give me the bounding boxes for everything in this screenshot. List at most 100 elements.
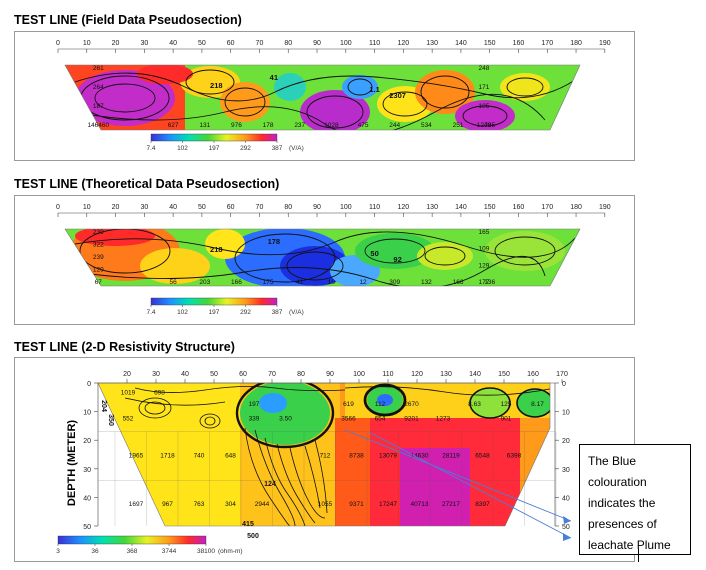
color-scale-unit: (V/A) [289, 145, 304, 152]
x-tick-label: 190 [599, 40, 611, 47]
cell-value-label: 648 [225, 453, 236, 460]
cell-value-label: 1019 [121, 390, 136, 397]
cell-value-label: 712 [320, 453, 331, 460]
bottom-value-label: 244 [389, 122, 400, 129]
x-tick-label: 100 [340, 40, 352, 47]
theoretical-pseudosection-chart: 0 10 20 30 40 50 60 70 80 90 100 110 120 130 140 150 160… [56, 204, 611, 316]
cell-value-label: 552 [123, 415, 134, 422]
chart-title-theoretical: TEST LINE (Theoretical Data Pseudosectio… [14, 177, 280, 191]
bottom-value-label: 166 [453, 279, 464, 286]
color-scale-tick: 197 [209, 145, 220, 152]
x-tick-label: 50 [198, 40, 206, 47]
contour-label: 124 [264, 481, 276, 488]
x-tick-label: 60 [227, 204, 235, 211]
color-scale-tick: 292 [240, 145, 251, 152]
edge-value-label: 239 [93, 229, 104, 236]
contour-label: 218 [210, 81, 223, 90]
color-scale-bar [57, 535, 207, 545]
x-tick-label: 40 [169, 40, 177, 47]
x-tick-label: 120 [398, 204, 410, 211]
cell-value-label: 1965 [129, 453, 144, 460]
y-tick-label-right: 50 [562, 524, 570, 531]
y-tick-label-right: 30 [562, 467, 570, 474]
edge-value-label: 261 [93, 65, 104, 72]
y-tick-label: 20 [83, 438, 91, 445]
x-tick-label: 110 [382, 371, 393, 378]
annotation-arrow-1 [344, 429, 572, 522]
cell-value-label: 8.17 [531, 401, 544, 408]
bottom-value-label: 627 [168, 122, 179, 129]
cell-value-label: 8738 [349, 453, 364, 460]
x-tick-label: 70 [268, 371, 276, 378]
chart-title-structure: TEST LINE (2-D Resistivity Structure) [14, 340, 235, 354]
cell-value-label: 339 [249, 415, 260, 422]
cell-value-label: 2670 [404, 401, 419, 408]
y-tick-label: 10 [83, 410, 91, 417]
edge-value-label: 129 [93, 267, 104, 274]
edge-value-label: 67 [95, 279, 103, 286]
bottom-value-label: 56 [170, 279, 178, 286]
bottom-value-label: 10 [328, 279, 336, 286]
x-tick-label: 40 [169, 204, 177, 211]
bottom-value-label: 534 [421, 122, 432, 129]
bottom-value-label: 309 [389, 279, 400, 286]
contour-label: 415 [242, 521, 254, 528]
x-tick-label: 180 [570, 204, 582, 211]
cell-value-label: 14630 [410, 453, 428, 460]
cell-value-label: 698 [154, 390, 165, 397]
cell-value-label: 8397 [475, 501, 490, 508]
color-scale-bar [150, 133, 278, 142]
cell-value-label: 40713 [410, 501, 428, 508]
y-tick-label: 50 [83, 524, 91, 531]
color-scale-tick: 3 [56, 548, 60, 555]
contour-label: 204 [100, 400, 107, 412]
bottom-value-label: 175 [263, 279, 274, 286]
edge-value-label: 264 [93, 84, 104, 91]
resistivity-structure-chart: 20 30 40 50 60 70 80 90 100 110 120 130 140 150 160 170… [56, 371, 572, 555]
depth-axis-label: DEPTH (METER) [66, 420, 78, 507]
color-scale-tick: 3744 [162, 548, 177, 555]
x-tick-label: 160 [513, 40, 525, 47]
contour-label: 1.1 [369, 85, 379, 94]
x-tick-label: 140 [455, 204, 467, 211]
bottom-value-label: 178 [263, 122, 274, 129]
resistivity-structure-panel: 20 30 40 50 60 70 80 90 100 110 120 130 140 150 160 170… [14, 357, 635, 562]
x-tick-label: 20 [112, 204, 120, 211]
x-tick-label: 150 [484, 40, 496, 47]
cell-value-label: 27217 [442, 501, 460, 508]
color-scale-tick: 387 [272, 309, 283, 316]
color-scale-unit: (V/A) [289, 309, 304, 316]
cell-value-label: 3566 [341, 415, 356, 422]
x-tick-label: 100 [353, 371, 365, 378]
color-scale-tick: 368 [127, 548, 138, 555]
annotation-arrow-2 [368, 431, 572, 539]
chart-title-field: TEST LINE (Field Data Pseudosection) [14, 13, 242, 27]
x-tick-label: 180 [570, 40, 582, 47]
x-tick-label: 110 [369, 204, 380, 211]
x-tick-label: 140 [455, 40, 467, 47]
bottom-value-label: 166 [231, 279, 242, 286]
color-scale-tick: 7.4 [146, 145, 155, 152]
bottom-value-label: 251 [453, 122, 464, 129]
contour-label: 92 [393, 255, 401, 264]
cell-value-label: 1055 [318, 501, 333, 508]
field-pseudosection-panel: 0 10 20 30 40 50 60 70 80 90 100 110 120 130 140 150 160… [14, 31, 635, 161]
edge-value-label: 239 [93, 254, 104, 261]
edge-value-label: 248 [479, 65, 490, 72]
cell-value-label: 740 [194, 453, 205, 460]
x-tick-label: 160 [513, 204, 525, 211]
bottom-value-label: 136 [484, 279, 495, 286]
x-tick-label: 160 [527, 371, 539, 378]
x-tick-label: 60 [239, 371, 247, 378]
x-tick-label: 40 [181, 371, 189, 378]
edge-value-label: 146460 [87, 122, 109, 129]
y-tick-label-right: 0 [562, 381, 566, 388]
cell-value-label: 304 [225, 501, 236, 508]
color-scale-bar [150, 297, 278, 306]
cell-value-label: 197 [249, 401, 260, 408]
x-tick-label: 170 [541, 204, 553, 211]
y-tick-label-right: 20 [562, 438, 570, 445]
cell-value-label: 763 [194, 501, 205, 508]
x-tick-label: 20 [123, 371, 131, 378]
edge-value-label: 187 [93, 103, 104, 110]
